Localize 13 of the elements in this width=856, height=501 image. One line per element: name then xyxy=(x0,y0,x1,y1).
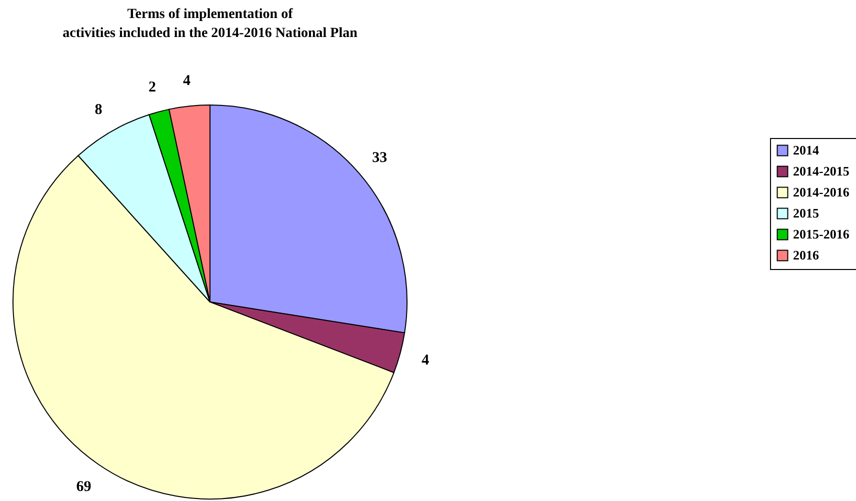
legend-label: 2014-2015 xyxy=(793,164,850,178)
legend-label: 2014-2016 xyxy=(793,184,850,200)
legend-label: 2016 xyxy=(793,248,820,262)
data-label: 4 xyxy=(422,352,430,369)
legend-label: 2015-2016 xyxy=(793,226,850,242)
data-label: 69 xyxy=(76,478,92,495)
legend-label: 2014 xyxy=(793,142,820,158)
data-label: 8 xyxy=(94,102,102,118)
chart-title: Terms of implementation of activities included in the 2014-2016 National Plan xyxy=(62,7,358,41)
data-label: 2 xyxy=(148,80,156,96)
data-label: 4 xyxy=(182,73,191,90)
legend-label: 2015 xyxy=(793,206,820,220)
data-label: 33 xyxy=(372,150,388,166)
